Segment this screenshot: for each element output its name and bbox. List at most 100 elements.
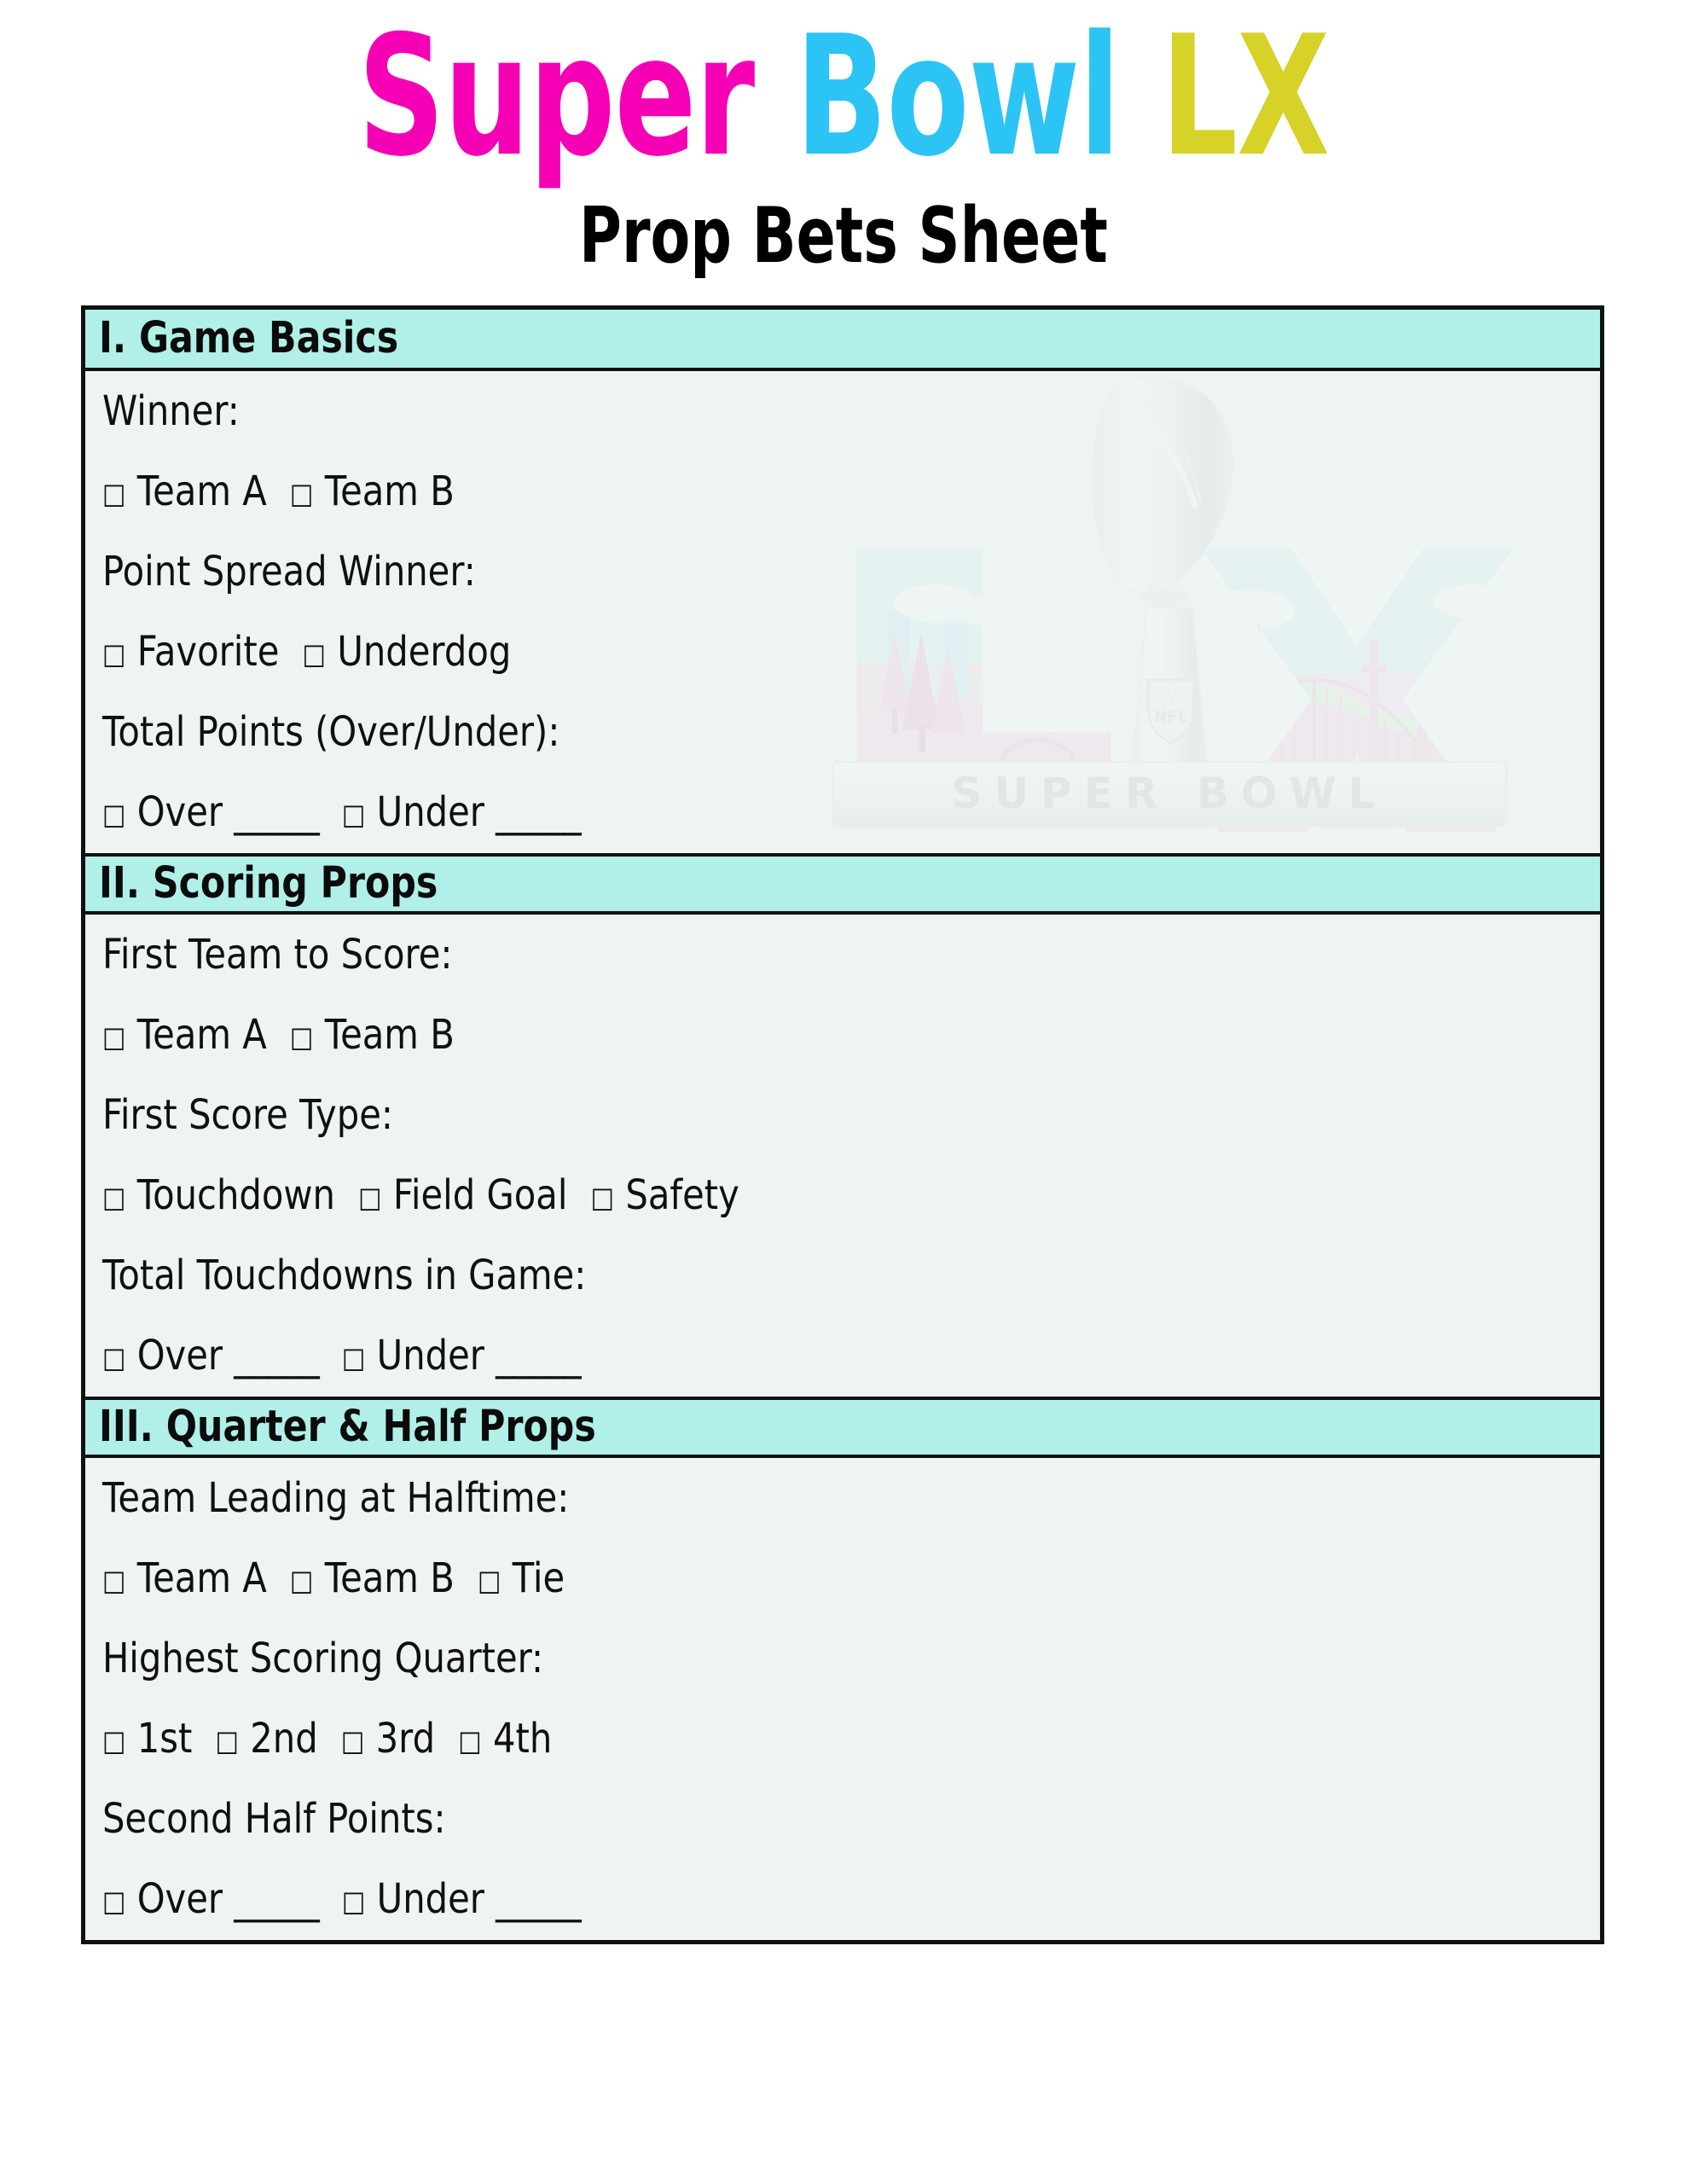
checkbox-icon[interactable]: □: [341, 1885, 366, 1919]
checkbox-icon[interactable]: □: [101, 1020, 126, 1054]
prop-label: First Team to Score:: [101, 931, 453, 979]
write-in-blank[interactable]: _____: [234, 1332, 319, 1380]
write-in-blank[interactable]: _____: [496, 788, 581, 837]
checkbox-icon[interactable]: □: [101, 1181, 126, 1215]
checkbox-icon[interactable]: □: [101, 1341, 126, 1375]
prop-option-row: □ Team A □ Team B: [101, 1014, 1540, 1056]
write-in-blank[interactable]: _____: [234, 788, 319, 837]
prop-label: Second Half Points:: [101, 1795, 446, 1844]
checkbox-option[interactable]: □ 2nd: [215, 1716, 317, 1763]
checkbox-icon[interactable]: □: [101, 637, 126, 671]
write-in-blank[interactable]: _____: [496, 1875, 581, 1924]
section-header-game-basics: I. Game Basics: [85, 310, 1600, 371]
checkbox-option[interactable]: □ Over _____: [101, 1332, 320, 1380]
checkbox-label: Over: [136, 1332, 223, 1380]
checkbox-option[interactable]: □ Touchdown: [102, 1172, 335, 1220]
checkbox-icon[interactable]: □: [101, 477, 126, 511]
checkbox-option[interactable]: □ Field Goal: [358, 1172, 567, 1220]
section-header-scoring-props: II. Scoring Props: [85, 853, 1600, 915]
checkbox-option[interactable]: □ Safety: [591, 1172, 739, 1220]
prop-bets-sheet: I. Game Basics: [81, 305, 1604, 1944]
checkbox-label: 4th: [493, 1715, 553, 1763]
title-word-bowl: Bowl: [795, 0, 1121, 194]
checkbox-label: Team B: [324, 468, 455, 516]
checkbox-label: Touchdown: [136, 1171, 335, 1220]
checkbox-option[interactable]: □ Under _____: [341, 788, 582, 837]
checkbox-icon[interactable]: □: [101, 1724, 126, 1758]
checkbox-option[interactable]: □ Team A: [102, 1555, 267, 1603]
checkbox-label: Over: [136, 1875, 223, 1924]
title-word-lx: LX: [1161, 0, 1330, 194]
section-quarter-half-props: III. Quarter & Half Props Team Leading at…: [85, 1397, 1600, 1940]
section-body-scoring-props: First Team to Score: □ Team A □ Team B Firs…: [85, 915, 1600, 1397]
checkbox-icon[interactable]: □: [341, 1341, 366, 1375]
checkbox-label: Over: [136, 788, 223, 837]
checkbox-option[interactable]: □ Over _____: [101, 788, 320, 837]
checkbox-option[interactable]: □ Team A: [102, 468, 267, 516]
section-title: I. Game Basics: [99, 312, 399, 363]
prop-label: Highest Scoring Quarter:: [101, 1635, 544, 1683]
checkbox-icon[interactable]: □: [101, 1885, 126, 1919]
prop-option-row: □ Team A □ Team B: [101, 471, 1540, 513]
checkbox-label: Under: [376, 1332, 484, 1380]
prop-label: Point Spread Winner:: [101, 548, 476, 596]
checkbox-icon[interactable]: □: [458, 1724, 482, 1758]
checkbox-option[interactable]: □ 3rd: [341, 1716, 435, 1763]
checkbox-label: Team B: [324, 1554, 455, 1603]
checkbox-label: Team A: [136, 468, 267, 516]
checkbox-icon[interactable]: □: [302, 637, 327, 671]
prop-label: Team Leading at Halftime:: [101, 1474, 570, 1523]
write-in-blank[interactable]: _____: [496, 1332, 581, 1380]
prop-label: Total Points (Over/Under):: [101, 708, 560, 757]
checkbox-label: Tie: [512, 1554, 565, 1603]
prop-label: First Score Type:: [101, 1091, 393, 1140]
page-header: Super Bowl LX Prop Bets Sheet: [0, 0, 1687, 281]
checkbox-option[interactable]: □ Team A: [102, 1012, 267, 1060]
section-title: II. Scoring Props: [99, 857, 438, 909]
checkbox-icon[interactable]: □: [289, 1564, 314, 1598]
page-title: Super Bowl LX: [59, 5, 1628, 188]
checkbox-icon[interactable]: □: [477, 1564, 501, 1598]
checkbox-label: 1st: [136, 1715, 193, 1763]
checkbox-label: Team A: [136, 1554, 267, 1603]
checkbox-option[interactable]: □ 1st: [102, 1716, 192, 1763]
checkbox-option[interactable]: □ Favorite: [102, 629, 279, 677]
checkbox-icon[interactable]: □: [340, 1724, 365, 1758]
checkbox-option[interactable]: □ Under _____: [341, 1332, 582, 1380]
checkbox-icon[interactable]: □: [358, 1181, 382, 1215]
prop-label: Total Touchdowns in Game:: [101, 1252, 587, 1300]
checkbox-label: Under: [376, 1875, 484, 1924]
prop-option-row: □ Team A □ Team B □ Tie: [101, 1558, 1540, 1600]
checkbox-option[interactable]: □ 4th: [458, 1716, 552, 1763]
section-body-game-basics: NFL SUPER BOWL Winner: □ Team A □ Team B Po…: [85, 371, 1600, 853]
section-scoring-props: II. Scoring Props First Team to Score: □ T…: [85, 853, 1600, 1397]
checkbox-option[interactable]: □ Underdog: [303, 629, 512, 677]
checkbox-option[interactable]: □ Team B: [290, 1555, 455, 1603]
checkbox-option[interactable]: □ Team B: [290, 1012, 455, 1060]
checkbox-option[interactable]: □ Over _____: [101, 1875, 320, 1924]
checkbox-label: Underdog: [337, 628, 512, 677]
checkbox-icon[interactable]: □: [590, 1181, 615, 1215]
checkbox-option[interactable]: □ Tie: [478, 1555, 565, 1603]
checkbox-label: Favorite: [136, 628, 280, 677]
checkbox-icon[interactable]: □: [289, 1020, 314, 1054]
prop-option-row: □ Touchdown □ Field Goal □ Safety: [101, 1175, 1540, 1217]
prop-option-row: □ 1st □ 2nd □ 3rd □ 4th: [101, 1716, 1540, 1763]
checkbox-label: Under: [376, 788, 484, 837]
checkbox-icon[interactable]: □: [341, 798, 366, 832]
checkbox-icon[interactable]: □: [215, 1724, 240, 1758]
write-in-blank[interactable]: _____: [234, 1875, 319, 1924]
prop-option-row: □ Favorite □ Underdog: [101, 631, 1540, 673]
checkbox-icon[interactable]: □: [289, 477, 314, 511]
checkbox-icon[interactable]: □: [101, 1564, 126, 1598]
title-word-super: Super: [357, 0, 756, 194]
checkbox-option[interactable]: □ Team B: [290, 468, 455, 516]
checkbox-label: 3rd: [375, 1715, 436, 1763]
section-header-quarter-half-props: III. Quarter & Half Props: [85, 1397, 1600, 1458]
prop-label: Winner:: [101, 387, 240, 436]
checkbox-icon[interactable]: □: [101, 798, 126, 832]
checkbox-option[interactable]: □ Under _____: [341, 1875, 582, 1924]
checkbox-label: Safety: [625, 1171, 739, 1220]
prop-option-row: □ Over _____ □ Under _____: [101, 1332, 1540, 1380]
checkbox-label: Team A: [136, 1011, 267, 1060]
